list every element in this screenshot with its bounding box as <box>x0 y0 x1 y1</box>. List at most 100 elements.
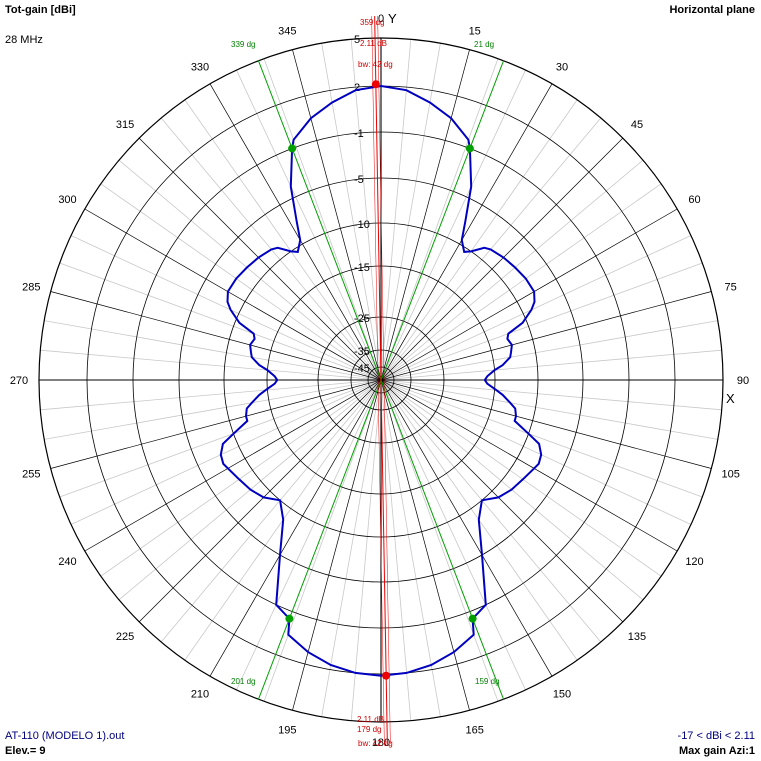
top-beamwidth-label: bw: 42 dg <box>358 60 393 69</box>
minor-spoke <box>380 183 662 381</box>
minor-spoke <box>380 349 722 381</box>
minor-spoke <box>160 379 382 643</box>
azimuth-tick-label: 270 <box>10 375 28 387</box>
azimuth-tick-label: 255 <box>22 469 40 481</box>
azimuth-tick-label: 195 <box>278 725 296 737</box>
minor-spoke <box>263 58 382 381</box>
azimuth-tick-label: 210 <box>191 689 209 701</box>
minor-spoke <box>44 320 382 381</box>
max-gain-line <box>374 16 388 744</box>
x-axis-letter: X <box>726 391 735 406</box>
azimuth-tick-label: 330 <box>191 61 209 73</box>
minor-spoke <box>350 39 382 381</box>
minor-spoke <box>380 379 526 691</box>
beamwidth-201-label: 201 dg <box>231 677 255 686</box>
minor-spoke <box>44 379 382 440</box>
beamwidth-dot <box>465 144 474 153</box>
azimuth-tick-label: 90 <box>737 375 749 387</box>
file-name-label: AT-110 (MODELO 1).out <box>5 730 125 742</box>
max-gain-dot <box>382 671 391 680</box>
azimuth-tick-label: 105 <box>721 469 739 481</box>
minor-spoke <box>380 379 662 577</box>
azimuth-tick-label: 15 <box>469 25 481 37</box>
frequency-label: 28 MHz <box>5 34 43 46</box>
minor-spoke <box>380 379 692 525</box>
gain-ring <box>266 265 496 495</box>
gain-ring-label: -15 <box>354 262 370 274</box>
max-gain-guide <box>377 16 391 744</box>
minor-spoke <box>118 159 382 381</box>
radiation-pattern-trace <box>219 84 543 677</box>
azimuth-tick-labels: 0153045607590105120135150165180195210225… <box>10 13 749 749</box>
minor-spoke <box>380 379 602 643</box>
minor-spoke <box>236 379 382 691</box>
max-gain-label: Max gain Azi:1 <box>679 745 755 757</box>
azimuth-tick-label: 165 <box>466 725 484 737</box>
minor-spoke <box>380 159 644 381</box>
gain-ring <box>132 131 630 629</box>
minor-spoke <box>380 379 441 717</box>
azimuth-tick-label: 75 <box>725 281 737 293</box>
azimuth-tick-label: 240 <box>58 556 76 568</box>
minor-spoke <box>100 183 382 381</box>
minor-spoke <box>380 379 412 721</box>
chart-title: Tot-gain [dBi] <box>5 4 76 16</box>
azimuth-tick-label: 180 <box>372 737 390 749</box>
minor-spoke <box>40 349 382 381</box>
beamwidth-159-label: 159 dg <box>475 677 499 686</box>
gain-ring-label: -10 <box>354 219 370 231</box>
azimuth-tick-label: 285 <box>22 281 40 293</box>
azimuth-tick-label: 300 <box>58 194 76 206</box>
minor-spoke <box>40 379 382 411</box>
minor-spoke <box>380 320 718 381</box>
azimuth-tick-label: 0 <box>378 13 384 25</box>
y-axis-letter: Y <box>388 11 397 26</box>
gain-ring-label: -45 <box>354 363 370 375</box>
minor-spoke <box>236 69 382 381</box>
beamwidth-dot <box>468 614 477 623</box>
bottom-azimuth-label: 179 dg <box>357 725 381 734</box>
beamwidth-dot <box>285 614 294 623</box>
azimuth-tick-label: 345 <box>278 25 296 37</box>
beamwidth-339-label: 339 dg <box>231 40 255 49</box>
minor-spoke <box>100 379 382 577</box>
gain-ring <box>317 316 445 444</box>
elevation-label: Elev.= 9 <box>5 745 46 757</box>
minor-spoke <box>70 379 382 525</box>
minor-spoke <box>380 379 499 702</box>
max-gain-lines <box>371 16 391 744</box>
minor-spoke <box>380 39 412 381</box>
max-gain-guide <box>371 16 385 744</box>
gain-ring-label: -35 <box>354 346 370 358</box>
gain-ring-labels: 5 2 -1 -5 -10 -15 -25 -35 -45 <box>354 34 370 375</box>
bottom-gain-label: 2.11 dB <box>357 715 384 724</box>
minor-spoke <box>321 43 382 381</box>
azimuth-tick-label: 135 <box>628 631 646 643</box>
azimuth-tick-label: 225 <box>116 631 134 643</box>
minor-spoke <box>380 379 703 498</box>
top-azimuth-label: 359 dg <box>360 18 384 27</box>
minor-spoke <box>59 379 382 498</box>
gain-ring-label: 2 <box>354 82 360 94</box>
gain-ring-label: -25 <box>354 313 370 325</box>
max-gain-dot <box>371 80 380 89</box>
minor-spoke <box>59 262 382 381</box>
gain-ring-label: -5 <box>354 174 364 186</box>
minor-spoke <box>380 379 718 440</box>
minor-spoke <box>380 235 692 381</box>
bottom-beamwidth-label: bw: 42 dg <box>358 739 393 748</box>
azimuth-tick-label: 30 <box>556 61 568 73</box>
top-gain-label: 2.11 dB <box>360 39 387 48</box>
minor-spoke <box>380 43 441 381</box>
beamwidth-dot <box>288 144 297 153</box>
gain-ring-label: -1 <box>354 128 364 140</box>
minor-spoke <box>380 58 499 381</box>
minor-spoke <box>263 379 382 702</box>
gain-ring <box>223 222 539 538</box>
beamwidth-21-label: 21 dg <box>474 40 494 49</box>
minor-spoke <box>380 99 578 381</box>
azimuth-tick-label: 120 <box>685 556 703 568</box>
minor-spoke <box>184 99 382 381</box>
plane-label: Horizontal plane <box>669 4 755 16</box>
